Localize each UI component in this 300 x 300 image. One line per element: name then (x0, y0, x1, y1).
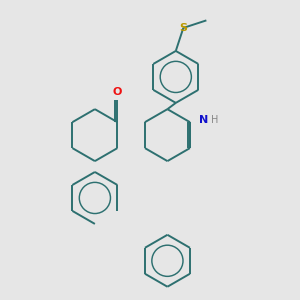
Text: H: H (211, 115, 218, 125)
Text: S: S (179, 23, 187, 33)
Text: O: O (113, 87, 122, 97)
Text: N: N (199, 115, 208, 125)
